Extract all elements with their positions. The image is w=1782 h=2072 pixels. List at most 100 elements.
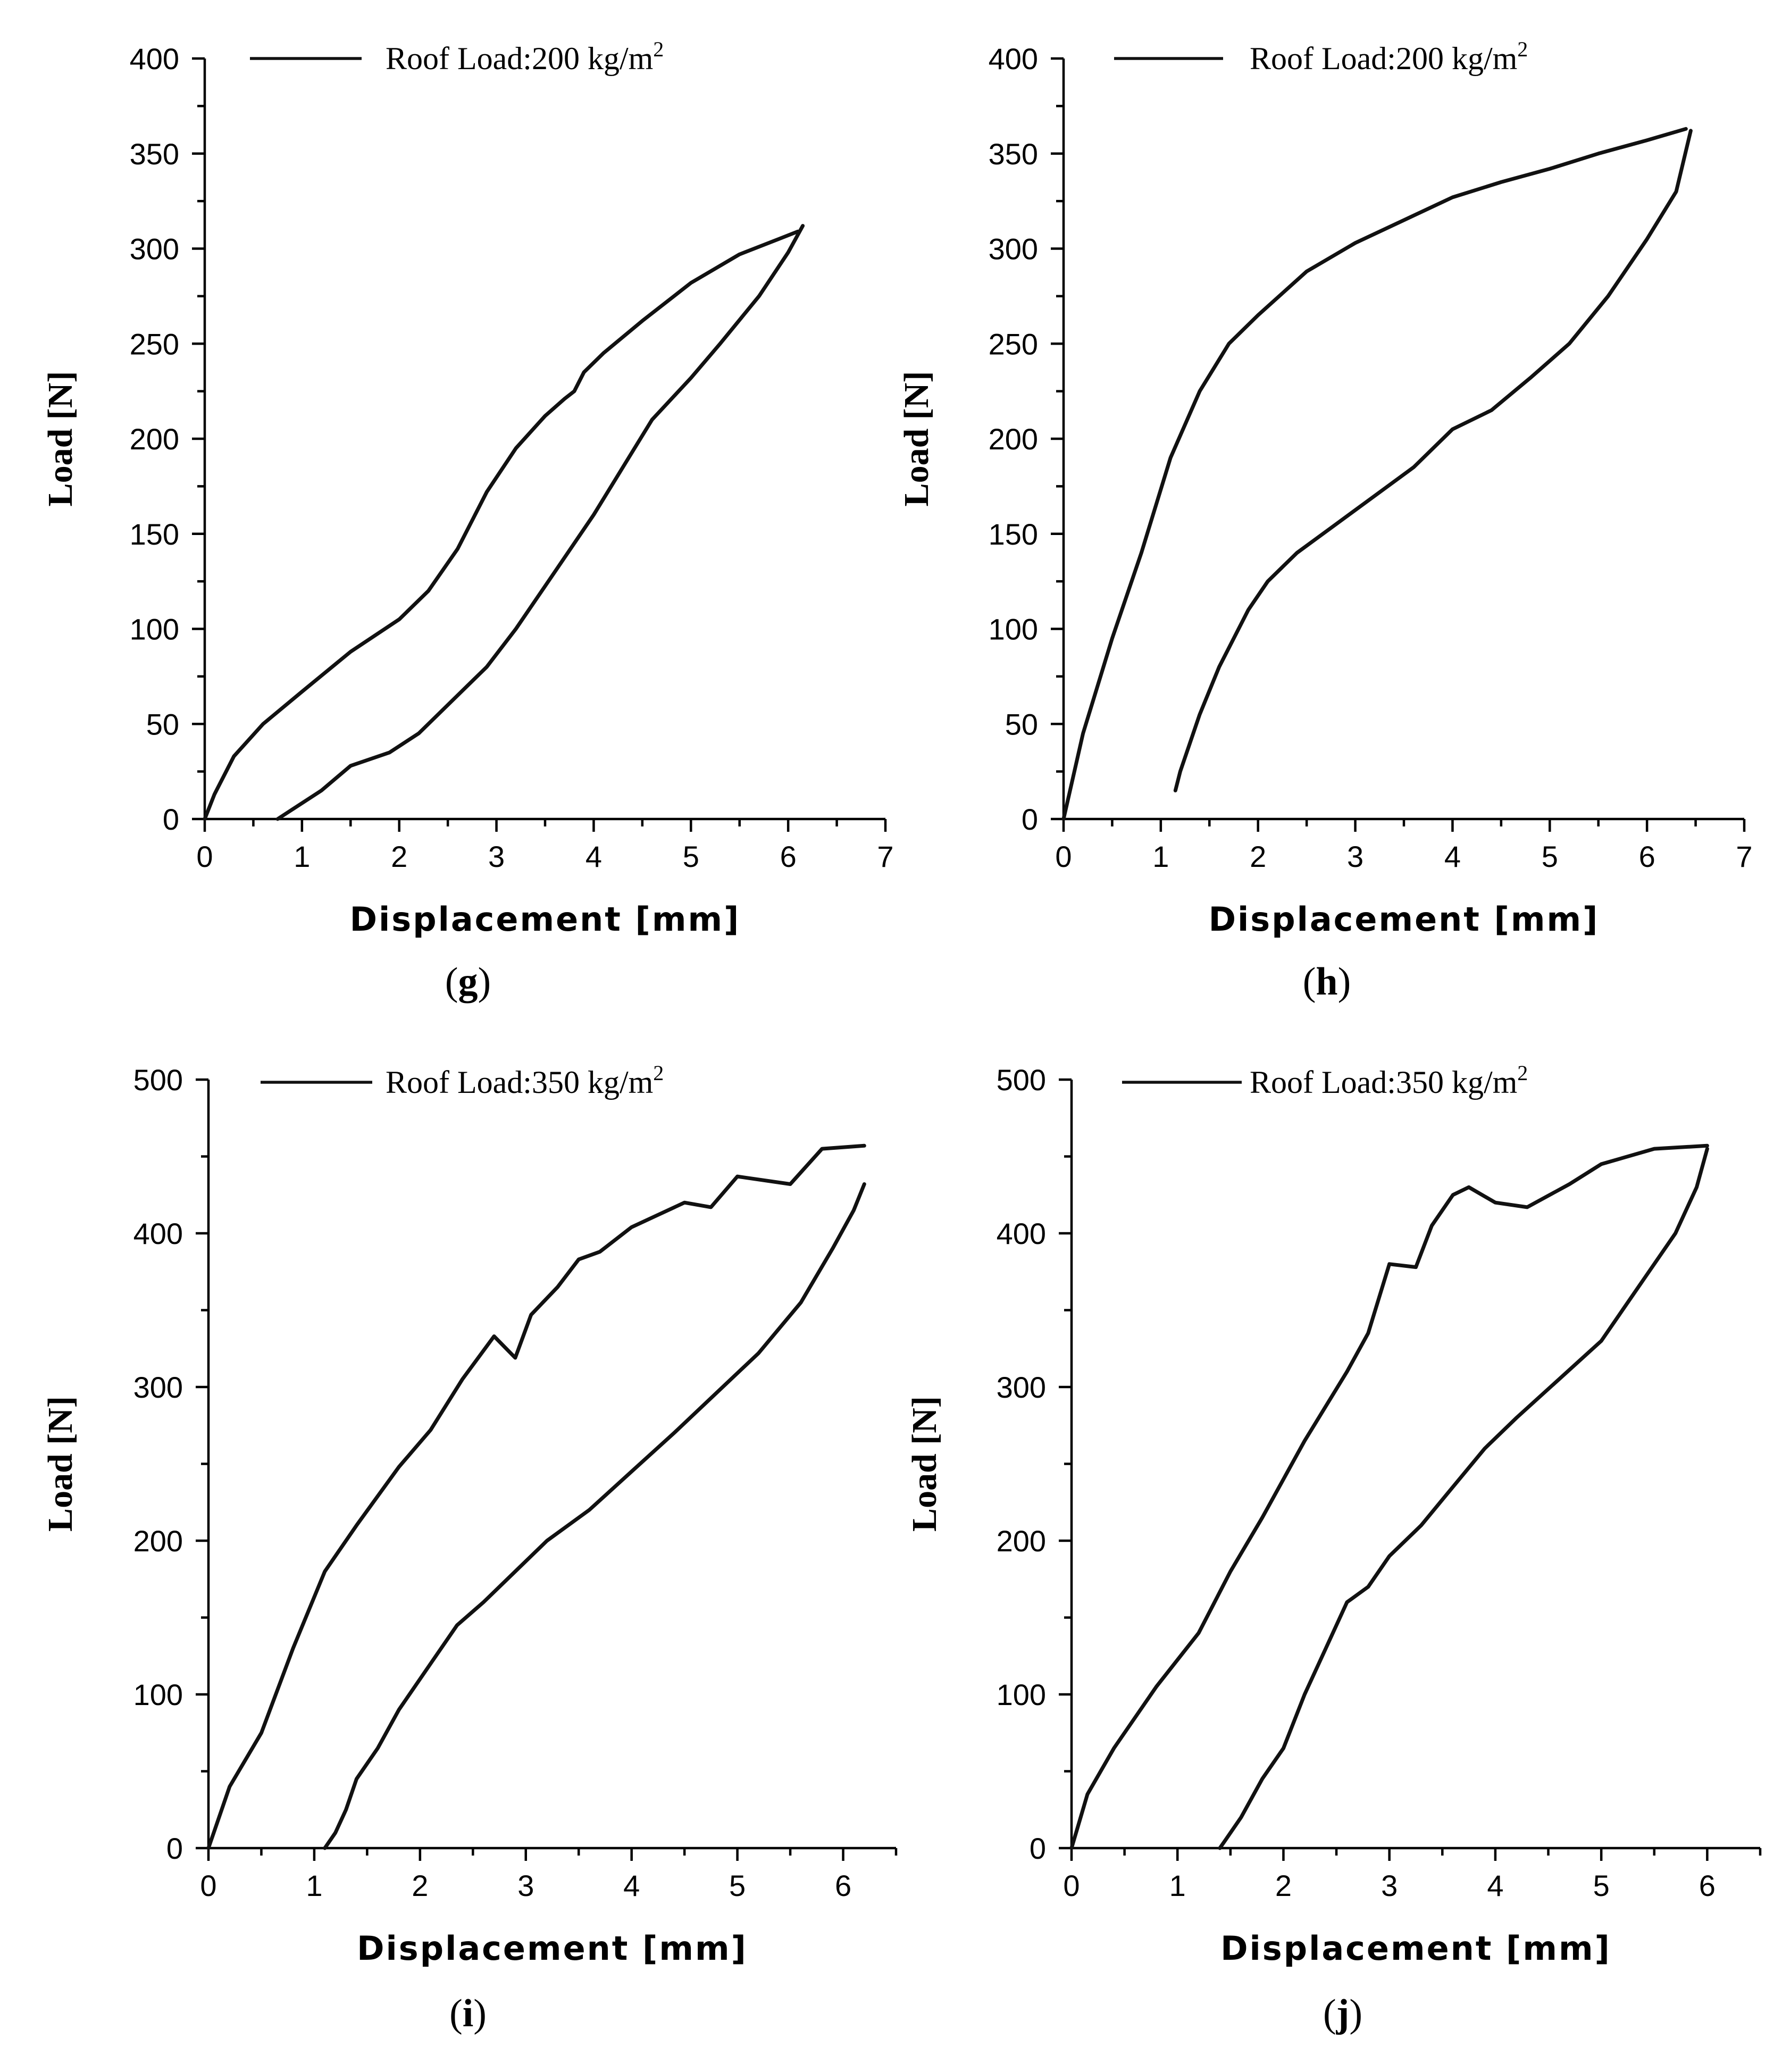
legend-label-superscript: 2 <box>653 37 664 61</box>
series-line-unloading <box>1218 1147 1709 1850</box>
y-tick-label: 500 <box>997 1063 1046 1097</box>
chart-panel-g: 0 50 100 150 200 250 300 350 400 0 1 2 3 4 5 6 7 Displace… <box>41 37 894 1004</box>
panel-caption-letter: h <box>1316 960 1337 1004</box>
y-tick-label: 350 <box>989 137 1038 171</box>
legend: Roof Load:200 kg/m2 <box>1114 37 1528 76</box>
series-line-unloading <box>275 224 805 821</box>
y-tick-label: 200 <box>997 1524 1046 1558</box>
legend: Roof Load:350 kg/m2 <box>1122 1061 1528 1100</box>
x-tick-label: 0 <box>1063 1869 1080 1902</box>
x-axis-label: Displacement [mm] <box>1209 900 1600 939</box>
y-axis-label: Load [N] <box>905 1396 944 1532</box>
x-tick-label: 1 <box>1152 840 1169 873</box>
x-tick-label: 3 <box>488 840 505 873</box>
y-tick-label: 0 <box>163 803 179 836</box>
x-tick-label: 5 <box>1542 840 1558 873</box>
series-line-loading <box>203 229 800 821</box>
y-tick-label: 300 <box>989 232 1038 266</box>
series-line-unloading <box>1173 129 1693 792</box>
y-tick-label: 150 <box>130 517 179 551</box>
x-tick-label: 1 <box>294 840 310 873</box>
chart-panel-j: 0 100 200 300 400 500 0 1 2 3 4 5 6 Displacement [mm]… <box>905 1061 1762 2035</box>
y-axis-label: Load [N] <box>897 371 936 507</box>
y-tick-label: 250 <box>130 327 179 361</box>
x-tick-label: 7 <box>1736 840 1752 873</box>
y-axis-label: Load [N] <box>41 371 80 507</box>
y-tick-label: 200 <box>989 422 1038 456</box>
x-tick-label: 2 <box>412 1869 428 1902</box>
x-tick-label: 5 <box>683 840 699 873</box>
x-tick-label: 0 <box>200 1869 216 1902</box>
y-tick-label: 300 <box>133 1371 183 1404</box>
series-line-loading <box>1061 127 1688 821</box>
legend-label: Roof Load:350 kg/m2 <box>386 1061 664 1100</box>
y-tick-label: 400 <box>997 1217 1046 1250</box>
x-tick-label: 2 <box>391 840 407 873</box>
x-tick-label: 3 <box>517 1869 534 1902</box>
x-tick-label: 5 <box>1593 1869 1610 1902</box>
series-line-loading <box>206 1143 866 1850</box>
y-tick-label: 100 <box>989 613 1038 646</box>
legend-label: Roof Load:200 kg/m2 <box>386 37 664 76</box>
x-tick-label: 4 <box>1487 1869 1503 1902</box>
y-tick-label: 50 <box>1005 707 1038 741</box>
x-tick-label: 0 <box>1055 840 1072 873</box>
x-tick-label: 6 <box>1699 1869 1716 1902</box>
x-tick-label: 5 <box>729 1869 746 1902</box>
y-tick-label: 0 <box>1022 803 1038 836</box>
x-tick-label: 1 <box>1169 1869 1186 1902</box>
panel-caption-letter: j <box>1336 1992 1350 2035</box>
chart-panel-h: 0 50 100 150 200 250 300 350 400 0 1 2 3 4 5 6 7 Displace… <box>897 37 1753 1004</box>
series-line-unloading <box>323 1182 866 1850</box>
x-tick-label: 6 <box>835 1869 851 1902</box>
x-tick-label: 6 <box>1639 840 1655 873</box>
y-tick-label: 400 <box>989 42 1038 76</box>
y-tick-label: 150 <box>989 517 1038 551</box>
y-tick-label: 350 <box>130 137 179 171</box>
x-tick-label: 4 <box>585 840 602 873</box>
x-axis-label: Displacement [mm] <box>357 1929 748 1968</box>
x-axis-label: Displacement [mm] <box>1220 1929 1611 1968</box>
chart-panel-i: 0 100 200 300 400 500 0 1 2 3 4 5 6 Displacement [mm]… <box>41 1061 898 2035</box>
legend-label: Roof Load:350 kg/m2 <box>1250 1061 1528 1100</box>
legend-label-superscript: 2 <box>1517 1061 1528 1085</box>
x-tick-label: 2 <box>1250 840 1266 873</box>
panel-caption: (g) <box>445 960 491 1004</box>
y-tick-label: 0 <box>1030 1832 1046 1865</box>
y-tick-label: 50 <box>146 707 179 741</box>
x-axis-label: Displacement [mm] <box>350 900 741 939</box>
y-tick-label: 100 <box>133 1678 183 1711</box>
y-tick-label: 400 <box>133 1217 183 1250</box>
legend: Roof Load:200 kg/m2 <box>250 37 664 76</box>
y-tick-label: 100 <box>997 1678 1046 1711</box>
x-tick-label: 1 <box>306 1869 322 1902</box>
y-tick-label: 250 <box>989 327 1038 361</box>
y-tick-label: 100 <box>130 613 179 646</box>
y-tick-label: 300 <box>130 232 179 266</box>
panel-caption: (i) <box>449 1992 487 2035</box>
x-tick-label: 0 <box>196 840 213 873</box>
y-tick-label: 400 <box>130 42 179 76</box>
panel-caption-letter: g <box>458 960 478 1004</box>
x-tick-label: 4 <box>1444 840 1461 873</box>
legend-label-superscript: 2 <box>1517 37 1528 61</box>
x-tick-label: 2 <box>1275 1869 1292 1902</box>
x-tick-label: 4 <box>623 1869 640 1902</box>
x-tick-label: 3 <box>1347 840 1363 873</box>
y-tick-label: 200 <box>130 422 179 456</box>
legend-label-superscript: 2 <box>653 1061 664 1085</box>
x-tick-label: 6 <box>780 840 797 873</box>
x-tick-label: 3 <box>1381 1869 1398 1902</box>
panel-caption: (j) <box>1323 1992 1362 2035</box>
x-tick-label: 7 <box>877 840 893 873</box>
y-tick-label: 200 <box>133 1524 183 1558</box>
y-tick-label: 500 <box>133 1063 183 1097</box>
y-tick-label: 0 <box>166 1832 183 1865</box>
series-line-loading <box>1069 1143 1709 1850</box>
y-axis-label: Load [N] <box>41 1396 80 1532</box>
panel-caption-letter: i <box>463 1992 474 2035</box>
panel-caption: (h) <box>1303 960 1351 1004</box>
legend: Roof Load:350 kg/m2 <box>261 1061 664 1100</box>
y-tick-label: 300 <box>997 1371 1046 1404</box>
